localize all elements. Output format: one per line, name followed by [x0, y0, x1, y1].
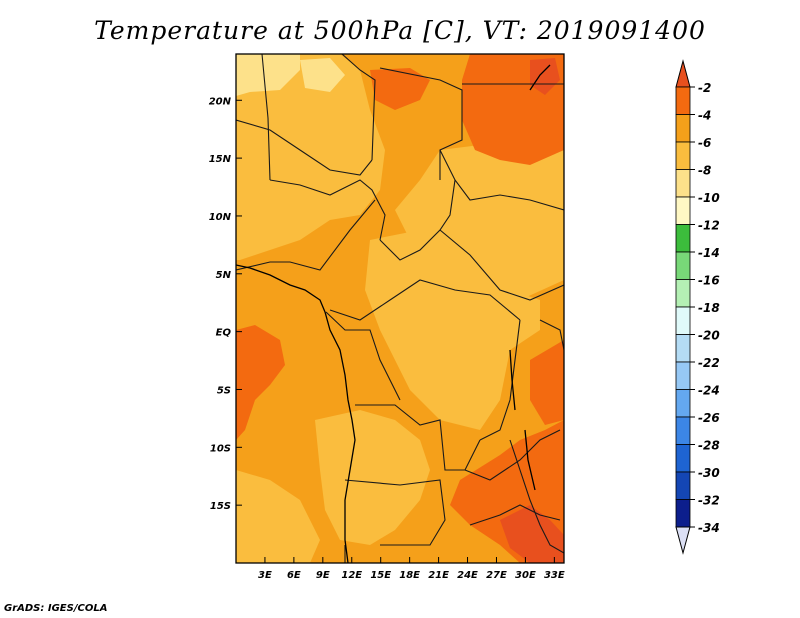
border-line [261, 54, 271, 181]
colorbar-label: -28 [698, 439, 720, 453]
y-tick-label: 5S [217, 385, 231, 396]
x-tick-label: 33E [544, 570, 565, 581]
colorbar: -2 -4 -6 -8 -10 -12 -14 -16 -18 -20 -22 -24 -26 -28 -3… [675, 59, 720, 555]
border-line [379, 179, 456, 261]
border-line [464, 429, 561, 481]
colorbar-label: -32 [698, 494, 720, 508]
field-patch-west-coast-warm [236, 325, 285, 440]
border-line [379, 67, 463, 180]
x-tick-label: 6E [287, 570, 301, 581]
red-sea-coast [529, 64, 551, 91]
coastline [236, 64, 551, 563]
country-borders [236, 54, 564, 563]
colorbar-label: -4 [698, 109, 711, 123]
colorbar-box [675, 444, 691, 473]
border-line [479, 319, 521, 441]
colorbar-label: -14 [698, 246, 720, 260]
colorbar-lower-arrow [675, 526, 691, 555]
chart-title: Temperature at 500hPa [C], VT: 201909140… [94, 16, 706, 45]
colorbar-upper-arrow [675, 59, 691, 88]
border-line [344, 479, 446, 546]
y-tick-label: 15S [210, 501, 231, 512]
field-patch-central-cool [365, 230, 540, 430]
colorbar-label: -26 [698, 411, 720, 425]
colorbar-label: -2 [698, 81, 711, 95]
x-tick-label: 30E [515, 570, 536, 581]
colorbar-box [675, 224, 691, 253]
lake-line [524, 429, 536, 491]
field-patch-east-warm [530, 340, 564, 425]
colorbar-box [675, 86, 691, 115]
colorbar-box [675, 361, 691, 390]
border-line [469, 504, 561, 526]
colorbar-label: -24 [698, 384, 720, 398]
colorbar-label: -20 [698, 329, 720, 343]
colorbar-box [675, 416, 691, 445]
colorbar-box [675, 251, 691, 280]
colorbar-label: -12 [698, 219, 720, 233]
colorbar-box [675, 141, 691, 170]
x-tick-label: 18E [399, 570, 420, 581]
border-line [325, 311, 401, 401]
x-tick-label: 3E [258, 570, 272, 581]
colorbar-label: -22 [698, 356, 720, 370]
border-line [439, 149, 564, 211]
colorbar-box [675, 279, 691, 308]
border-line [329, 279, 521, 321]
field-patch-southwest-cool [236, 470, 320, 563]
footer-credit: GrADS: IGES/COLA [4, 603, 108, 614]
colorbar-label: -10 [698, 191, 720, 205]
colorbar-label: -34 [698, 521, 720, 535]
field-patch-sudan-cool [395, 140, 564, 300]
y-tick-label: EQ [216, 328, 232, 339]
temperature-field [236, 54, 564, 563]
colorbar-box [675, 196, 691, 225]
y-tick-label: 10N [209, 212, 232, 223]
colorbar-label: -6 [698, 136, 711, 150]
border-line [269, 179, 386, 241]
colorbar-label: -8 [698, 164, 711, 178]
x-tick-label: 27E [486, 570, 507, 581]
west-coast [236, 264, 356, 563]
field-patch-nw-cold [236, 54, 300, 96]
x-axis: 3E 6E 9E 12E 15E 18E 21E 24E 27E 30E 33E [258, 557, 565, 581]
colorbar-box [675, 334, 691, 363]
colorbar-label: -18 [698, 301, 720, 315]
colorbar-box [675, 389, 691, 418]
lake-line [509, 349, 516, 411]
x-tick-label: 15E [370, 570, 391, 581]
field-patch-north-light [300, 58, 345, 92]
colorbar-label: -30 [698, 466, 720, 480]
colorbar-label: -16 [698, 274, 720, 288]
field-patch-redsea-hot [530, 58, 560, 95]
y-tick-label: 10S [210, 443, 231, 454]
field-patch-angola-cool [315, 410, 430, 545]
colorbar-box [675, 114, 691, 143]
colorbar-box [675, 169, 691, 198]
border-line [509, 439, 564, 554]
border-line [539, 319, 564, 351]
x-tick-label: 12E [341, 570, 362, 581]
x-tick-label: 24E [457, 570, 478, 581]
border-line [236, 199, 376, 271]
y-axis: 20N 15N 10N 5N EQ 5S 10S 15S [209, 96, 242, 512]
y-tick-label: 15N [209, 154, 232, 165]
field-patch-mozambique-hot [500, 505, 564, 563]
border-line [341, 54, 376, 161]
colorbar-box [675, 306, 691, 335]
colorbar-box [675, 499, 691, 528]
y-tick-label: 5N [216, 270, 232, 281]
x-tick-label: 9E [316, 570, 330, 581]
map-frame [235, 53, 565, 564]
field-patch-libya-warm [370, 68, 430, 110]
border-line [236, 119, 373, 176]
y-tick-label: 20N [209, 96, 232, 107]
colorbar-box [675, 471, 691, 500]
border-line [439, 229, 564, 301]
x-tick-label: 21E [428, 570, 449, 581]
